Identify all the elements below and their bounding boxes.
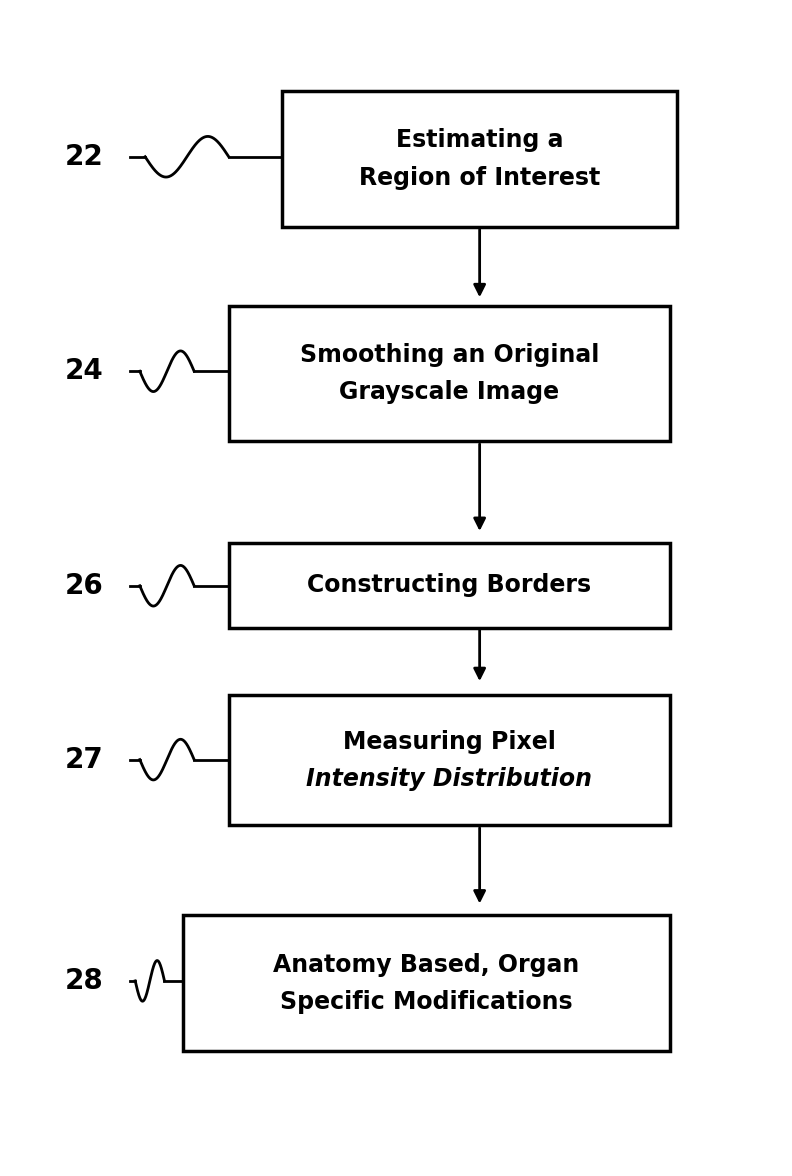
Text: Specific Modifications: Specific Modifications (280, 990, 573, 1014)
FancyBboxPatch shape (229, 695, 670, 826)
Text: Grayscale Image: Grayscale Image (339, 380, 559, 405)
Text: Region of Interest: Region of Interest (359, 166, 600, 189)
Text: Smoothing an Original: Smoothing an Original (299, 343, 599, 367)
Text: Anatomy Based, Organ: Anatomy Based, Organ (273, 953, 580, 976)
Text: 24: 24 (65, 358, 104, 386)
Text: Measuring Pixel: Measuring Pixel (343, 729, 556, 754)
Text: 26: 26 (65, 572, 104, 600)
FancyBboxPatch shape (229, 543, 670, 628)
Text: 27: 27 (65, 746, 104, 774)
Text: 22: 22 (65, 142, 104, 171)
FancyBboxPatch shape (229, 306, 670, 441)
FancyBboxPatch shape (282, 92, 677, 227)
FancyBboxPatch shape (183, 915, 670, 1051)
Text: 28: 28 (65, 967, 104, 995)
Text: Constructing Borders: Constructing Borders (307, 573, 592, 597)
Text: Estimating a: Estimating a (396, 128, 563, 153)
Text: Intensity Distribution: Intensity Distribution (307, 767, 592, 790)
